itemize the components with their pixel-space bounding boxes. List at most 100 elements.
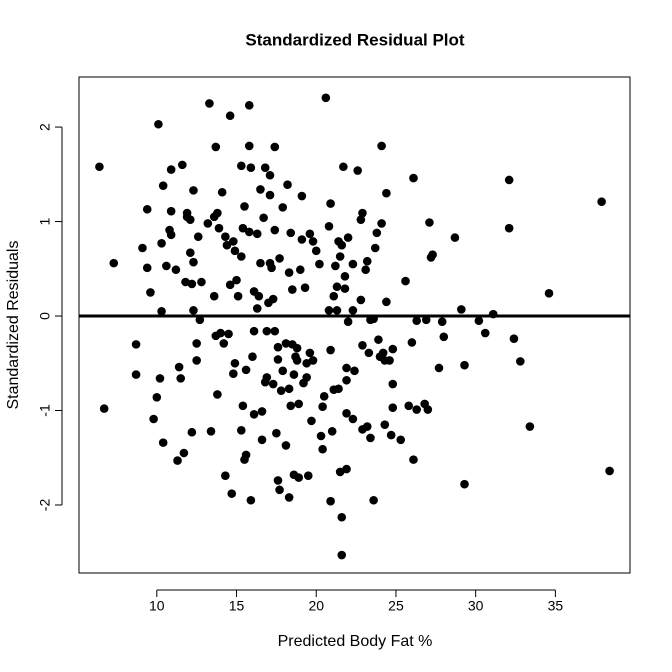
- point: [504, 223, 514, 233]
- point: [157, 307, 166, 316]
- point: [131, 340, 141, 349]
- point: [99, 404, 109, 413]
- point: [308, 237, 318, 246]
- point: [237, 252, 246, 261]
- point: [329, 291, 339, 301]
- point: [229, 237, 238, 246]
- point: [273, 476, 283, 485]
- point: [268, 294, 278, 304]
- point: [337, 550, 347, 560]
- point: [214, 223, 224, 233]
- point: [262, 326, 272, 336]
- point: [209, 291, 219, 301]
- point: [334, 384, 343, 394]
- y-tick-label: 2: [37, 123, 53, 131]
- point: [401, 276, 410, 286]
- point: [372, 228, 382, 238]
- point: [206, 426, 216, 436]
- point: [378, 348, 388, 358]
- point: [217, 187, 227, 197]
- y-tick-label: 1: [37, 217, 53, 225]
- point: [326, 345, 335, 355]
- x-tick-label: 15: [229, 598, 245, 614]
- point: [187, 279, 197, 289]
- point: [332, 306, 342, 315]
- point: [131, 370, 141, 379]
- point: [95, 162, 104, 172]
- point: [362, 256, 372, 266]
- point: [364, 348, 374, 358]
- point: [356, 215, 366, 224]
- point: [154, 119, 163, 129]
- point: [254, 291, 264, 301]
- point: [311, 246, 321, 256]
- point: [428, 250, 437, 259]
- point: [187, 427, 197, 437]
- point: [366, 433, 375, 443]
- point: [232, 275, 241, 285]
- point: [509, 334, 519, 343]
- point: [439, 332, 449, 342]
- y-tick-label: -1: [37, 404, 53, 417]
- point: [340, 272, 350, 281]
- point: [265, 170, 275, 180]
- point: [597, 197, 606, 207]
- point: [294, 473, 303, 482]
- point: [284, 268, 294, 277]
- point: [221, 471, 230, 480]
- point: [166, 206, 176, 216]
- point: [374, 335, 383, 344]
- point: [339, 162, 348, 172]
- point: [544, 289, 554, 298]
- point: [273, 342, 283, 352]
- point: [229, 369, 238, 378]
- point: [152, 392, 162, 402]
- point: [342, 409, 351, 418]
- point: [297, 235, 307, 244]
- point: [230, 246, 240, 256]
- point: [316, 431, 326, 441]
- point: [248, 352, 257, 361]
- x-tick-label: 35: [548, 598, 564, 614]
- point: [259, 213, 268, 223]
- point: [240, 202, 249, 211]
- point: [244, 227, 254, 237]
- point: [326, 496, 335, 506]
- point: [237, 426, 246, 435]
- point: [412, 405, 421, 414]
- point: [176, 374, 186, 383]
- x-tick-label: 10: [149, 598, 165, 614]
- point: [350, 366, 359, 376]
- point: [361, 265, 370, 275]
- point: [278, 366, 288, 376]
- point: [157, 238, 166, 248]
- point: [342, 375, 351, 385]
- point: [284, 493, 294, 502]
- point: [388, 344, 398, 354]
- point: [434, 363, 444, 373]
- point: [305, 348, 315, 358]
- point: [404, 401, 414, 411]
- point: [385, 356, 394, 365]
- point: [174, 362, 184, 372]
- point: [516, 357, 525, 366]
- point: [166, 230, 176, 240]
- x-axis-title: Predicted Body Fat %: [278, 633, 433, 650]
- point: [335, 252, 345, 261]
- point: [460, 360, 469, 370]
- point: [409, 455, 418, 464]
- point: [305, 229, 315, 239]
- point: [192, 356, 201, 365]
- point: [158, 438, 168, 447]
- point: [292, 356, 302, 365]
- point: [230, 358, 240, 368]
- point: [267, 263, 276, 273]
- point: [348, 414, 358, 424]
- point: [179, 448, 189, 458]
- point: [409, 173, 418, 183]
- point: [109, 258, 119, 268]
- point: [348, 259, 358, 269]
- point: [377, 219, 386, 228]
